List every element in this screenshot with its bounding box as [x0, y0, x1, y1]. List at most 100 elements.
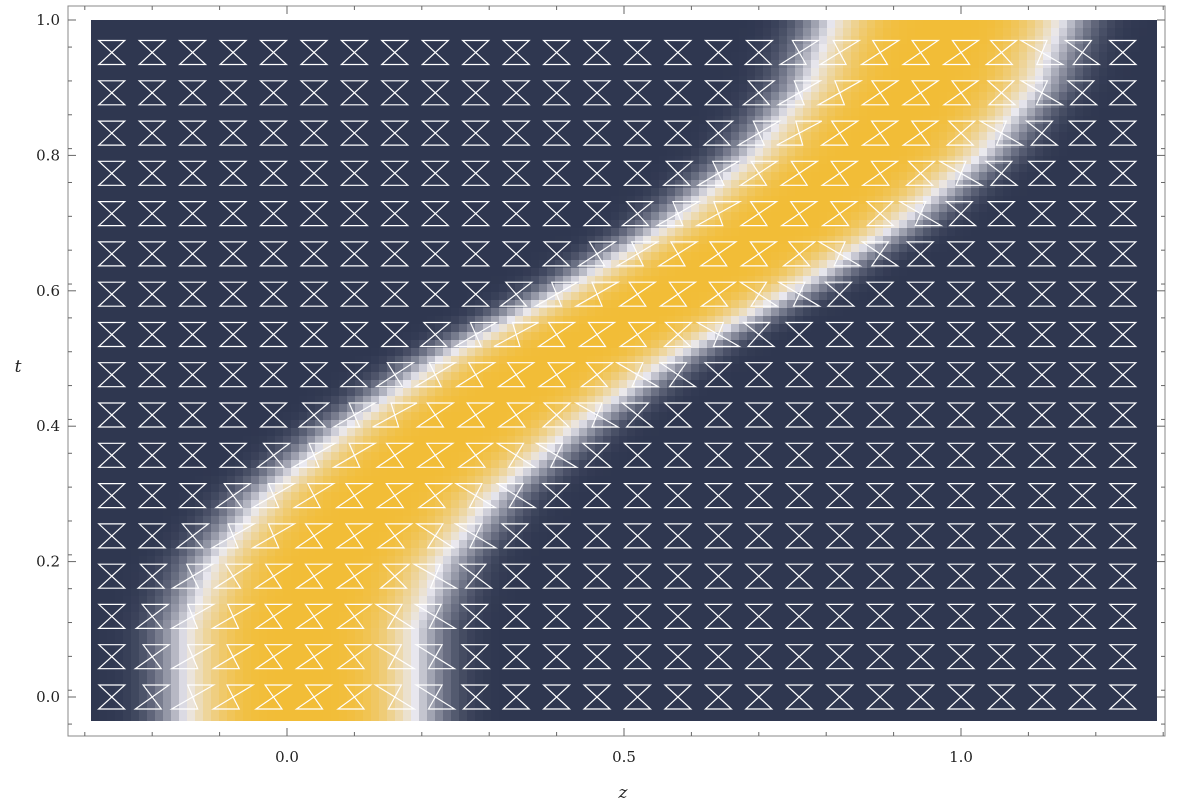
field-cell: [963, 132, 972, 141]
field-cell: [379, 188, 388, 197]
field-cell: [99, 316, 108, 325]
field-cell: [475, 140, 484, 149]
field-cell: [627, 268, 636, 277]
field-cell: [387, 108, 396, 117]
field-cell: [915, 20, 924, 29]
field-cell: [683, 276, 692, 285]
field-cell: [1131, 148, 1140, 157]
field-cell: [867, 28, 876, 37]
field-cell: [507, 188, 516, 197]
field-cell: [323, 204, 332, 213]
field-cell: [963, 252, 972, 261]
field-cell: [315, 284, 324, 293]
field-cell: [651, 180, 660, 189]
field-cell: [979, 92, 988, 101]
field-cell: [267, 116, 276, 125]
field-cell: [699, 252, 708, 261]
field-cell: [883, 260, 892, 269]
field-cell: [947, 252, 956, 261]
field-cell: [315, 20, 324, 29]
field-cell: [523, 68, 532, 77]
field-cell: [571, 308, 580, 317]
field-cell: [835, 196, 844, 205]
field-cell: [811, 124, 820, 133]
field-cell: [979, 76, 988, 85]
field-cell: [875, 300, 884, 309]
field-cell: [779, 132, 788, 141]
field-cell: [739, 196, 748, 205]
field-cell: [811, 268, 820, 277]
field-cell: [411, 140, 420, 149]
field-cell: [803, 108, 812, 117]
field-cell: [707, 68, 716, 77]
field-cell: [347, 244, 356, 253]
field-cell: [491, 308, 500, 317]
field-cell: [803, 132, 812, 141]
field-cell: [675, 300, 684, 309]
field-cell: [259, 260, 268, 269]
field-cell: [1091, 84, 1100, 93]
field-cell: [1019, 68, 1028, 77]
field-cell: [603, 68, 612, 77]
field-cell: [507, 228, 516, 237]
field-cell: [459, 20, 468, 29]
field-cell: [691, 92, 700, 101]
field-cell: [731, 228, 740, 237]
field-cell: [931, 164, 940, 173]
field-cell: [659, 156, 668, 165]
field-cell: [859, 132, 868, 141]
field-cell: [579, 188, 588, 197]
field-cell: [603, 92, 612, 101]
field-cell: [251, 268, 260, 277]
field-cell: [699, 36, 708, 45]
field-cell: [355, 156, 364, 165]
field-cell: [1003, 148, 1012, 157]
field-cell: [691, 52, 700, 61]
field-cell: [827, 308, 836, 317]
field-cell: [643, 260, 652, 269]
field-cell: [1083, 212, 1092, 221]
field-cell: [1123, 156, 1132, 165]
field-cell: [907, 180, 916, 189]
field-cell: [387, 84, 396, 93]
field-cell: [91, 316, 100, 325]
field-cell: [659, 188, 668, 197]
field-cell: [195, 148, 204, 157]
field-cell: [491, 68, 500, 77]
field-cell: [235, 308, 244, 317]
field-cell: [291, 60, 300, 69]
field-cell: [563, 268, 572, 277]
field-cell: [275, 132, 284, 141]
field-cell: [723, 220, 732, 229]
field-cell: [651, 52, 660, 61]
field-cell: [651, 20, 660, 29]
field-cell: [331, 292, 340, 301]
field-cell: [395, 284, 404, 293]
field-cell: [475, 196, 484, 205]
field-cell: [955, 196, 964, 205]
field-cell: [635, 116, 644, 125]
field-cell: [355, 268, 364, 277]
field-cell: [771, 284, 780, 293]
field-cell: [579, 180, 588, 189]
field-cell: [979, 252, 988, 261]
field-cell: [675, 52, 684, 61]
field-cell: [547, 196, 556, 205]
field-cell: [267, 316, 276, 325]
field-cell: [771, 244, 780, 253]
field-cell: [411, 204, 420, 213]
field-cell: [307, 148, 316, 157]
field-cell: [1155, 164, 1157, 173]
field-cell: [835, 92, 844, 101]
field-cell: [123, 220, 132, 229]
field-cell: [723, 20, 732, 29]
field-cell: [987, 116, 996, 125]
field-cell: [139, 252, 148, 261]
field-cell: [619, 28, 628, 37]
field-cell: [867, 212, 876, 221]
field-cell: [1003, 236, 1012, 245]
field-cell: [1123, 276, 1132, 285]
field-cell: [1099, 172, 1108, 181]
field-cell: [1099, 252, 1108, 261]
field-cell: [787, 236, 796, 245]
